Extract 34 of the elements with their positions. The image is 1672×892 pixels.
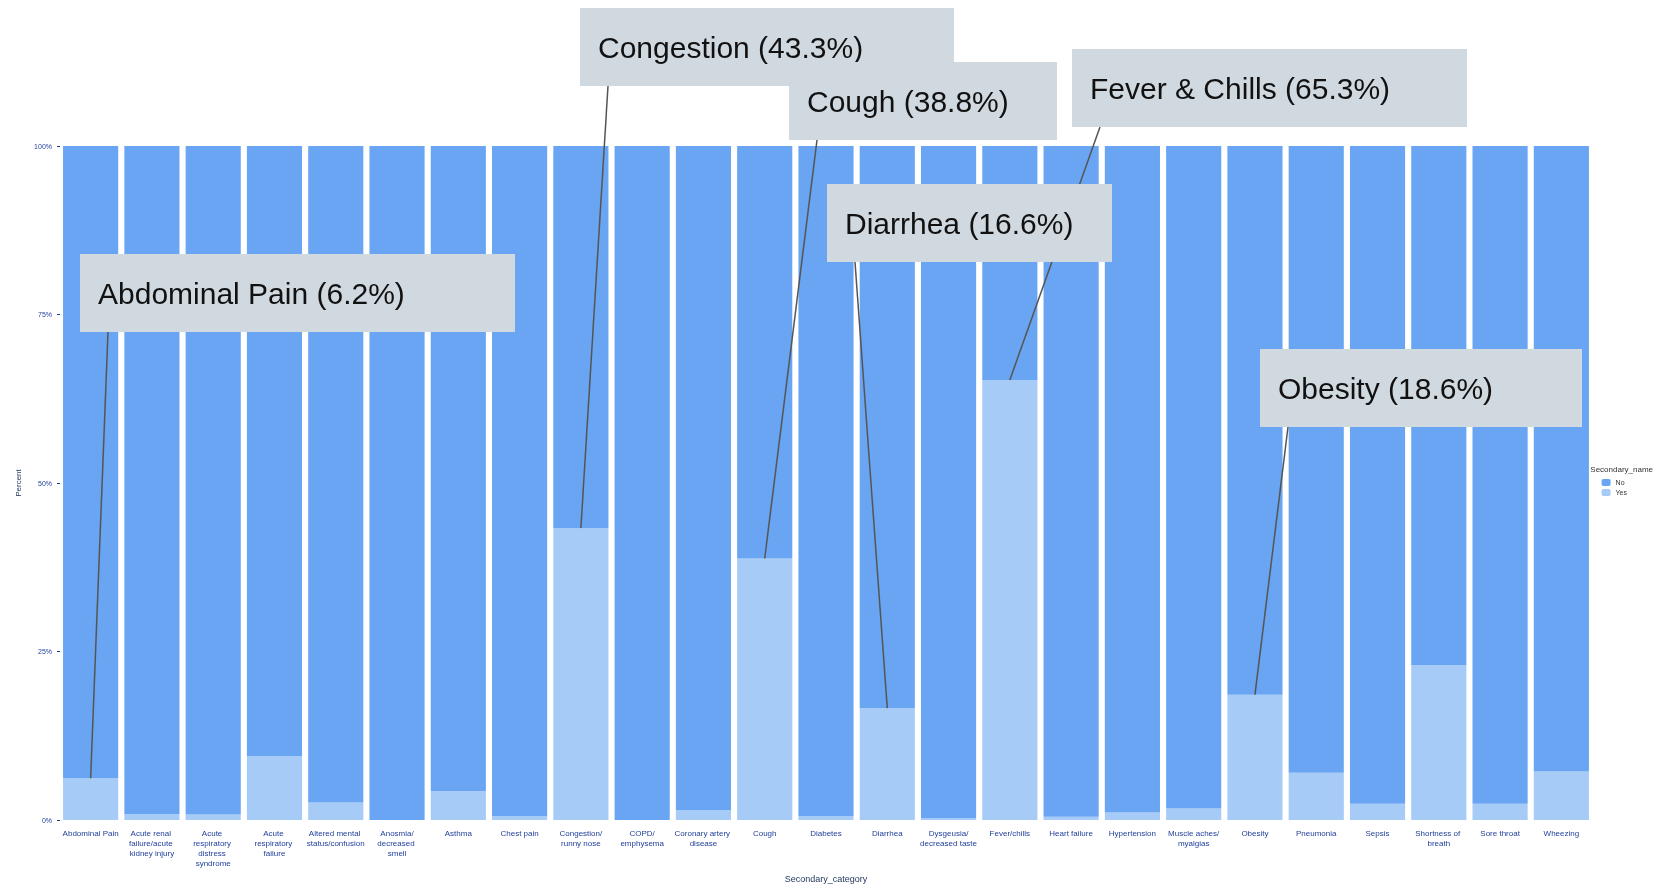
x-tick-label: Hypertension — [1108, 828, 1156, 838]
x-tick-label: Cough — [752, 828, 777, 838]
x-tick-label: Congestion/runny nose — [559, 828, 603, 848]
annotation: Abdominal Pain (6.2%) — [98, 276, 405, 310]
x-tick-label: Diarrhea — [871, 828, 904, 838]
x-tick-label: Asthma — [444, 828, 473, 838]
x-tick-label: Coronary artery disease — [674, 828, 733, 848]
annotation: Obesity (18.6%) — [1278, 371, 1494, 405]
annotation: Fever & Chills (65.3%) — [1090, 71, 1391, 105]
x-tick-label: Diabetes — [810, 828, 842, 838]
x-tick-label: Sore throat — [1480, 828, 1521, 838]
x-tick-label: Altered mental status/confusion — [306, 828, 365, 848]
x-tick-label: Dysgeusia/decreased taste — [920, 828, 978, 848]
x-tick-label: Obesity — [1241, 828, 1269, 838]
x-tick-label: Shortness of breath — [1415, 828, 1463, 848]
x-tick-label: Heart failure — [1049, 828, 1094, 838]
x-tick-label: Pneumonia — [1296, 828, 1338, 838]
x-tick-label: Sepsis — [1365, 828, 1390, 838]
x-tick-label: Fever/chills — [989, 828, 1031, 838]
x-tick-label: Acute renal failure/acute kidney injury — [129, 828, 175, 858]
x-tick-label: Muscle aches/myalgias — [1168, 828, 1221, 848]
x-tick-label: Abdominal Pain — [62, 828, 119, 838]
legend-title: Secondary_name — [1590, 464, 1654, 474]
x-tick-label: Wheezing — [1543, 828, 1580, 838]
y-axis-title: Percent — [13, 468, 23, 497]
x-tick-label: Anosmia/decreased smell — [377, 828, 417, 858]
annotation: Diarrhea (16.6%) — [845, 206, 1074, 240]
x-tick-label: Acute respiratory failure — [254, 828, 295, 858]
x-tick-label: COPD/emphysema — [620, 828, 665, 848]
x-axis-title: Secondary_category — [784, 873, 868, 884]
annotation: Congestion (43.3%) — [598, 30, 864, 64]
annotation: Cough (38.8%) — [807, 84, 1009, 118]
x-tick-label: Acute respiratory distress syndrome — [193, 828, 234, 868]
x-tick-label: Chest pain — [500, 828, 539, 838]
